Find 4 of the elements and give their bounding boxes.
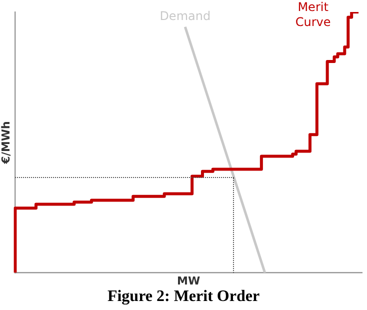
series-label: Merit Curve xyxy=(295,0,331,30)
text: Figure 2: Merit Order xyxy=(106,288,261,306)
x-axis-title: MW xyxy=(177,274,200,288)
y-axis-title: €/MWh xyxy=(0,121,12,165)
